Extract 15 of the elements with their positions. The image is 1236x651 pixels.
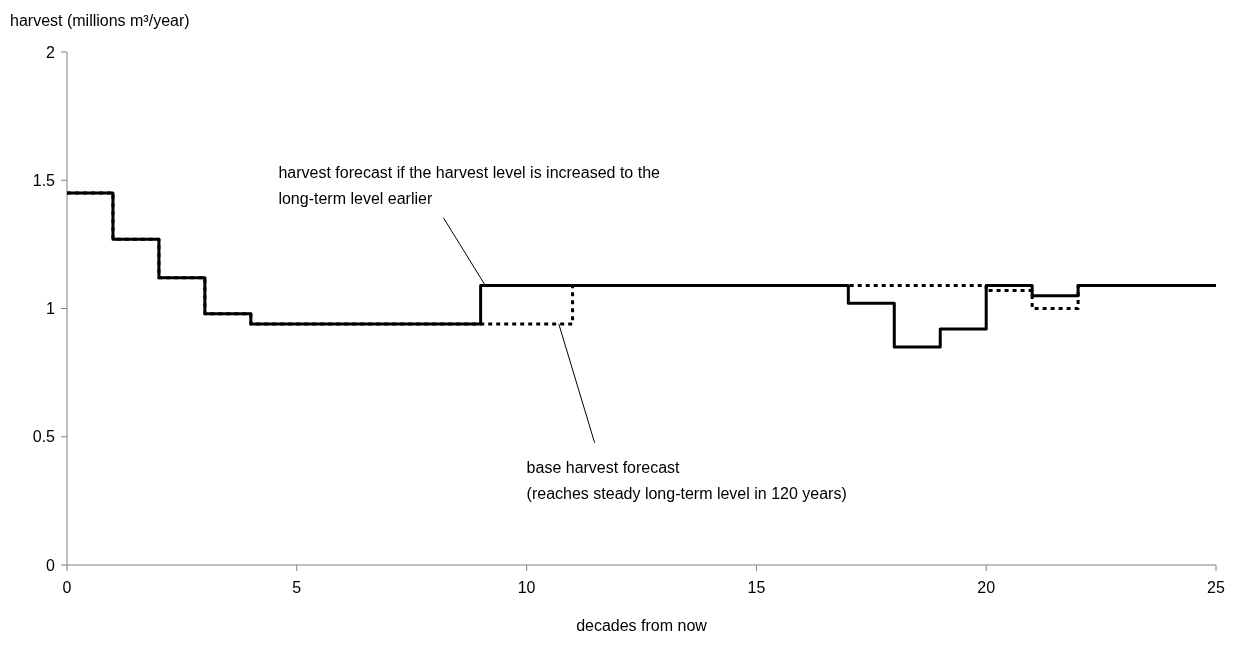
y-tick-label: 1 <box>46 300 56 318</box>
x-tick-label: 15 <box>747 579 766 596</box>
x-tick-label: 10 <box>517 579 536 596</box>
y-tick-label: 1.5 <box>32 171 56 189</box>
x-tick-label: 0 <box>62 579 72 596</box>
y-axis-title: harvest (millions m³/year) <box>10 12 190 29</box>
y-tick-label: 0.5 <box>32 428 56 446</box>
x-axis-title: decades from now <box>576 617 708 634</box>
y-tick-label: 2 <box>46 43 56 61</box>
annotation: base harvest forecast (reaches steady long-term level in 120 years) <box>526 458 847 502</box>
x-tick-label: 5 <box>292 579 302 596</box>
annotation: harvest forecast if the harvest level is increased to the long-term level earlier <box>278 163 661 207</box>
x-tick-label: 20 <box>977 579 996 596</box>
x-tick-label: 25 <box>1207 579 1225 596</box>
y-tick-label: 0 <box>46 556 56 574</box>
